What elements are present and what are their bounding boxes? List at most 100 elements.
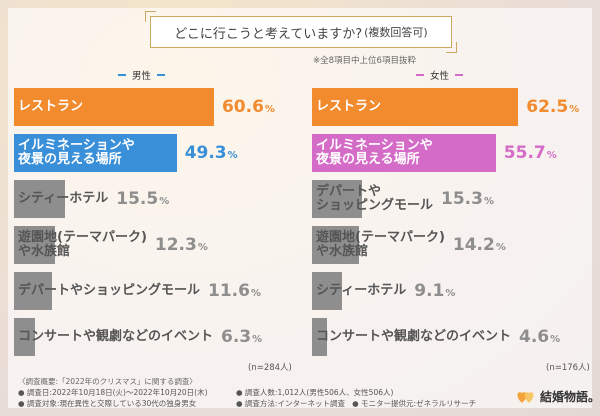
bar-row: イルミネーションや 夜景の見える場所 55.7% [312,130,582,174]
bar-category-label-line: 夜景の見える場所 [316,152,420,167]
bar-row: 遊園地(テーマパーク) や水族館 14.2% [312,222,582,266]
bar [14,272,53,310]
bar-row: シティーホテル 9.1% [312,268,582,312]
bar-category-label-line: レストラン [18,99,84,114]
bar-category-label: シティーホテル [316,268,406,314]
female-dash-right [455,74,464,76]
bar-value-percent: % [159,196,170,207]
female-bar-chart: レストラン 62.5% イルミネーションや 夜景の見える場所 55.7% デパートや ショッ… [312,84,582,364]
bar-value-percent: % [546,150,557,161]
bar-category-label: 遊園地(テーマパーク) や水族館 [18,222,147,268]
survey-monitor: ● モニター提供元:ゼネラルリサーチ [352,399,477,408]
bar-value-number: 12.3 [154,235,197,255]
bar [14,318,35,356]
bar-category-label-line: や水族館 [316,244,369,259]
bar-value-label: 4.6% [519,314,560,360]
bar-row: コンサートや観劇などのイベント 6.3% [14,314,284,358]
survey-heading: 〈調査概要:「2022年のクリスマス」に関する調査〉 [18,377,197,386]
bar-category-label: シティーホテル [18,176,108,222]
bar-category-label-line: 遊園地(テーマパーク) [316,230,445,245]
bar-row: コンサートや観劇などのイベント 4.6% [312,314,582,358]
female-n-label: (n=176人) [546,363,590,373]
bar-value-number: 14.2 [452,235,495,255]
bar-value-label: 49.3% [185,130,238,176]
bar-value-percent: % [495,242,506,253]
bar-value-label: 9.1% [414,268,455,314]
bar [312,226,359,264]
chart-title-sub: (複数回答可) [364,26,428,39]
chart-title-box: どこに行こうと考えていますか? (複数回答可) [145,11,457,53]
male-dash-left [118,74,126,76]
bar-value-label: 14.2% [453,222,506,268]
bar-value-number: 15.5 [116,189,159,209]
bar-category-label-line: や水族館 [18,244,71,259]
female-dash-left [416,74,424,76]
bar-value-label: 11.6% [208,268,261,314]
bar-value-percent: % [252,334,263,345]
bar-row: デパートや ショッピングモール 15.3% [312,176,582,220]
survey-period: ● 調査日:2022年10月18日(火)〜2022年10月20日(木) [18,388,208,397]
bar-category-label-line: デパートやショッピングモール [18,283,201,298]
bar-category-label: コンサートや観劇などのイベント [18,314,213,360]
bar-value-percent: % [264,104,275,115]
bar-category-label-line: コンサートや観劇などのイベント [316,329,512,344]
bar-row: レストラン 60.6% [14,84,284,128]
bar-value-number: 62.5 [526,97,569,117]
bar-category-label: デパートやショッピングモール [18,268,200,314]
bar-value-percent: % [483,196,494,207]
bar-category-label: レストラン [316,84,381,130]
bar-value-number: 11.6 [208,281,250,301]
bar-row: デパートやショッピングモール 11.6% [14,268,284,312]
bar-category-label-line: 夜景の見える場所 [18,152,122,167]
bar-category-label: デパートやショッピングモール [316,176,433,222]
bar-value-number: 49.3 [184,143,227,163]
bar-value-number: 60.6 [221,97,264,117]
brand-logo: 結婚物語。 [516,388,600,405]
bar-category-label-line: コンサートや観劇などのイベント [18,329,214,344]
survey-method: ● 調査方法:インターネット調査 [236,399,345,408]
bar-category-label-line: レストラン [316,99,382,114]
bar-value-label: 12.3% [155,222,208,268]
bar-value-number: 9.1 [414,281,445,301]
bar [312,272,343,310]
bar-category-label: 遊園地(テーマパーク) や水族館 [316,222,445,268]
bar-value-percent: % [550,334,561,345]
bar [312,134,496,172]
male-header: 男性 [118,68,318,82]
bar [312,180,363,218]
bar-value-percent: % [227,150,238,161]
bar-category-label-line: 遊園地(テーマパーク) [18,230,147,245]
bar-value-label: 15.3% [441,176,494,222]
female-title: 女性 [430,71,450,82]
bar [14,226,55,264]
bar-category-label-line: シティーホテル [18,191,109,206]
male-title: 男性 [132,71,152,82]
bar-category-label-line: イルミネーションや [316,138,433,153]
male-bar-chart: レストラン 60.6% イルミネーションや 夜景の見える場所 49.3% シティーホテル 1… [14,84,284,364]
bar-category-label: イルミネーションや 夜景の見える場所 [18,130,135,176]
bar [312,88,519,126]
bar [14,180,66,218]
heart-rings-icon [517,391,534,403]
male-n-label: (n=284人) [248,363,292,373]
bar-row: イルミネーションや 夜景の見える場所 49.3% [14,130,284,174]
male-dash-right [157,74,166,76]
bar-value-label: 60.6% [222,84,275,130]
bar-category-label: コンサートや観劇などのイベント [316,314,511,360]
bar-row: シティーホテル 15.5% [14,176,284,220]
chart-frame [8,8,592,408]
bar-value-percent: % [569,104,580,115]
bar-value-number: 15.3 [441,189,483,209]
brand-logo-text: 結婚物語。 [540,390,600,404]
bar-value-percent: % [445,288,456,299]
bar [312,318,328,356]
bar-category-label: イルミネーションや 夜景の見える場所 [316,130,433,176]
bar-value-label: 62.5% [526,84,579,130]
bar [14,88,214,126]
bar-row: レストラン 62.5% [312,84,582,128]
bar-category-label-line: イルミネーションや [18,138,135,153]
bar-row: 遊園地(テーマパーク) や水族館 12.3% [14,222,284,266]
bar-category-label-line: ショッピングモール [316,198,434,213]
female-header: 女性 [416,68,600,82]
bar-category-label-line: デパートや [316,184,382,199]
